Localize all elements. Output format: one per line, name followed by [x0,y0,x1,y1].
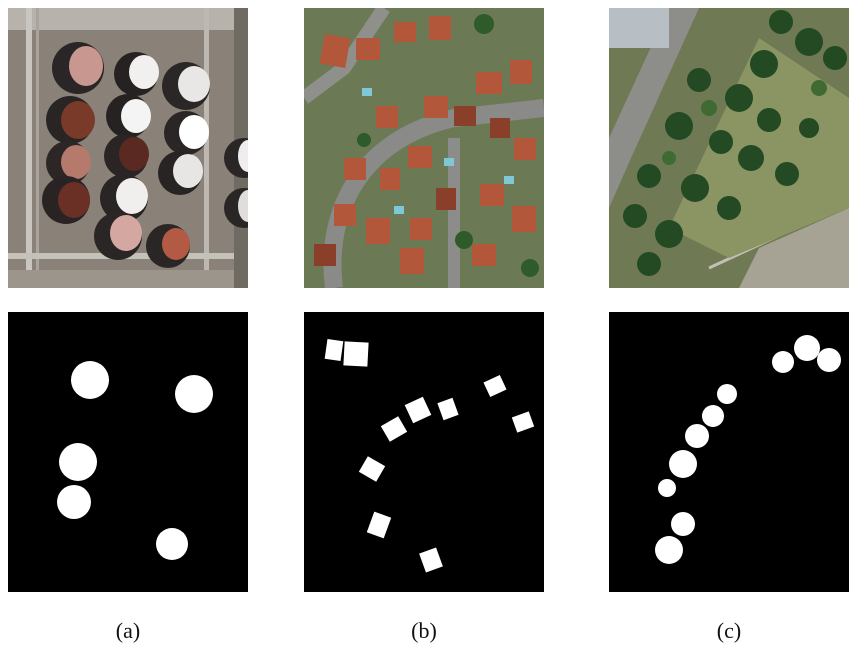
building-mask-blob [366,511,392,539]
caption-a: (a) [115,618,141,643]
tree-mask-shapes [609,312,849,592]
tree-mask-blob [772,351,794,373]
building-mask-shapes [304,312,544,592]
tank-mask-blob [57,485,91,519]
mask-buildings [304,312,544,592]
tree-mask-blob [794,335,820,361]
building-mask-blob [404,396,432,424]
aerial-image-trees [609,8,849,288]
tree-mask-blob [658,479,676,497]
residential-buildings-illustration [304,8,544,288]
building-mask-blob [358,456,386,482]
tank-mask-blob [71,361,109,399]
tank-mask-blob [156,528,188,560]
tree-mask-blob [817,348,841,372]
tree-mask-blob [669,450,697,478]
caption-c: (c) [716,618,742,643]
mask-storage-tanks [8,312,248,592]
tank-mask-blob [175,375,213,413]
caption-b: (b) [411,618,437,643]
trees-illustration [609,8,849,288]
aerial-image-storage-tanks [8,8,248,288]
building-mask-blob [419,547,443,573]
tree-mask-blob [671,512,695,536]
building-mask-blob [324,338,344,362]
building-mask-blob [380,416,408,442]
tree-mask-blob [702,405,724,427]
tank-mask-shapes [8,312,248,592]
tree-mask-blob [685,424,709,448]
mask-trees [609,312,849,592]
tree-mask-blob [655,536,683,564]
building-mask-blob [511,411,535,433]
building-mask-blob [483,374,507,398]
tree-mask-blob [717,384,737,404]
storage-tanks-illustration [8,8,248,288]
building-mask-blob [343,341,369,367]
aerial-image-residential-buildings [304,8,544,288]
tank-mask-blob [59,443,97,481]
building-mask-blob [437,397,459,421]
